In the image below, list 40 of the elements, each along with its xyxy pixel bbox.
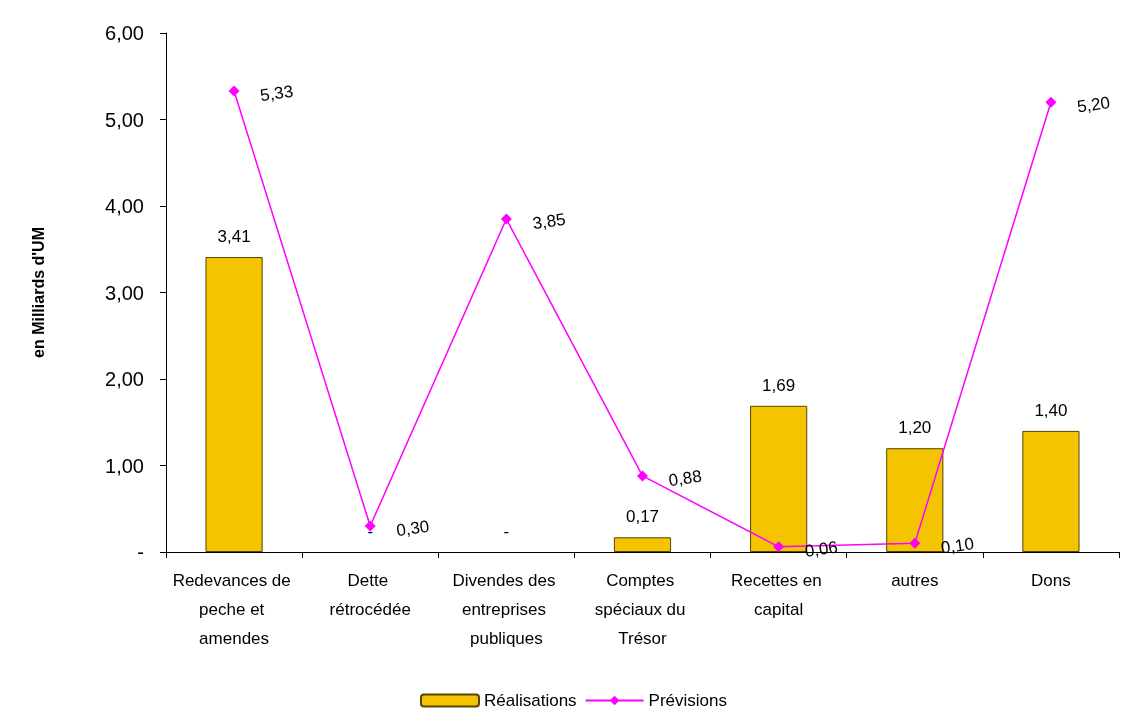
- x-tick-label: autres: [891, 571, 939, 590]
- data-label: 0,10: [939, 534, 976, 558]
- x-tick-label: Dons: [1031, 571, 1071, 590]
- data-label: 0,17: [625, 507, 660, 527]
- data-label: 5,20: [1075, 93, 1112, 117]
- data-label: 1,69: [762, 375, 796, 395]
- y-tick-label: 1,00: [105, 454, 144, 477]
- point: [364, 520, 376, 532]
- bar: [1022, 430, 1080, 552]
- x-tick-label: Recettes en capital: [730, 571, 827, 619]
- y-axis-title: en Milliards d'UM: [29, 227, 47, 358]
- data-label: -: [367, 522, 374, 541]
- data-label: 3,85: [531, 209, 567, 234]
- y-tick-label: 6,00: [105, 22, 144, 44]
- y-tick-label: 3,00: [105, 281, 144, 304]
- bar: [205, 257, 263, 552]
- point: [909, 537, 921, 549]
- x-tick-label: Redevances de peche et amendes: [172, 571, 296, 648]
- x-tick-label: Divendes des entreprises publiques: [452, 571, 561, 648]
- bar: [613, 537, 672, 552]
- point: [500, 213, 512, 225]
- data-label: 1,20: [898, 418, 932, 438]
- y-tick-label: 2,00: [105, 368, 144, 390]
- point: [1045, 96, 1057, 108]
- point: [773, 541, 785, 553]
- data-label: 0,30: [395, 516, 431, 541]
- point: [228, 85, 240, 97]
- point: [637, 470, 648, 482]
- y-tick-label: 5,00: [105, 108, 144, 131]
- data-label: 3,41: [217, 227, 251, 247]
- x-tick-label: Dette rétrocédée: [329, 571, 411, 619]
- y-tick-label: 4,00: [105, 195, 144, 217]
- legend-label: Réalisations: [483, 691, 577, 710]
- x-tick-label: Comptes spéciaux du Trésor: [594, 571, 691, 648]
- data-label: 5,33: [259, 81, 295, 106]
- y-tick-label: -: [137, 541, 144, 563]
- data-label: 1,40: [1034, 400, 1068, 420]
- data-label: -: [503, 522, 510, 541]
- data-label: 0,88: [667, 466, 703, 491]
- legend-label: Prévisions: [648, 691, 728, 710]
